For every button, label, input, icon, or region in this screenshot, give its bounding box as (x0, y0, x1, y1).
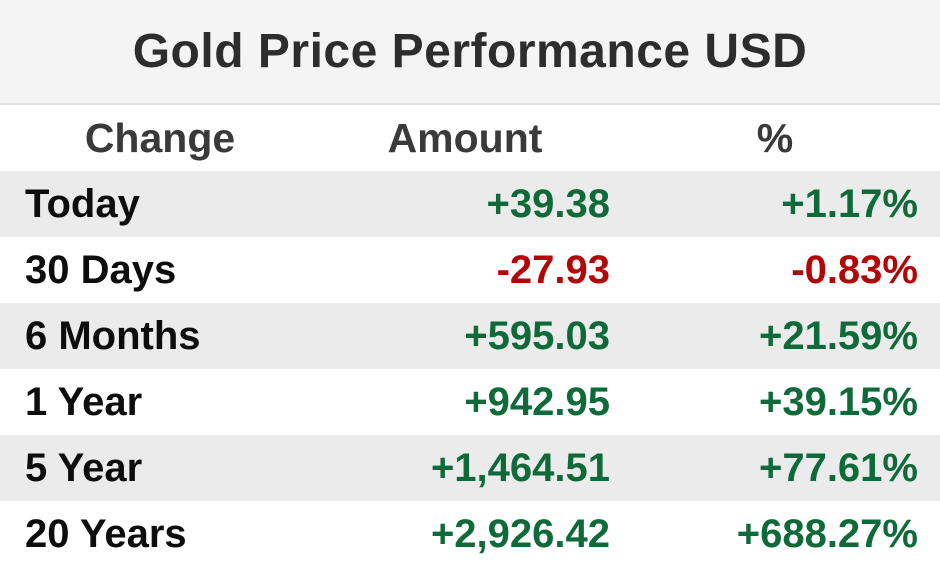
amount-value: +39.38 (486, 182, 610, 226)
amount-value: +2,926.42 (430, 512, 610, 556)
widget-header: Gold Price Performance USD (0, 0, 940, 105)
percent-value: -0.83% (791, 248, 918, 292)
percent-value: +77.61% (758, 446, 918, 490)
performance-table: Change Amount % Today +39.38 +1.17% 30 D… (0, 105, 940, 567)
row-label: Today (25, 182, 140, 226)
percent-value: +688.27% (736, 512, 918, 556)
percent-value: +39.15% (758, 380, 918, 424)
column-header-percent: % (756, 115, 794, 161)
table-row-20-years: 20 Years +2,926.42 +688.27% (0, 501, 940, 567)
table-row-5-year: 5 Year +1,464.51 +77.61% (0, 435, 940, 501)
table-row-30-days: 30 Days -27.93 -0.83% (0, 237, 940, 303)
row-label: 1 Year (25, 380, 143, 424)
amount-value: +595.03 (464, 314, 610, 358)
row-label: 20 Years (25, 512, 187, 556)
percent-value: +1.17% (781, 182, 918, 226)
row-label: 5 Year (25, 446, 143, 490)
percent-value: +21.59% (758, 314, 918, 358)
widget-title: Gold Price Performance USD (132, 25, 808, 78)
column-header-amount: Amount (387, 115, 543, 161)
amount-value: +1,464.51 (430, 446, 610, 490)
row-label: 6 Months (25, 314, 201, 358)
table-header-row: Change Amount % (0, 105, 940, 171)
table-row-1-year: 1 Year +942.95 +39.15% (0, 369, 940, 435)
table-row-today: Today +39.38 +1.17% (0, 171, 940, 237)
amount-value: -27.93 (496, 248, 610, 292)
table-row-6-months: 6 Months +595.03 +21.59% (0, 303, 940, 369)
amount-value: +942.95 (464, 380, 610, 424)
row-label: 30 Days (25, 248, 177, 292)
column-header-change: Change (84, 115, 236, 161)
